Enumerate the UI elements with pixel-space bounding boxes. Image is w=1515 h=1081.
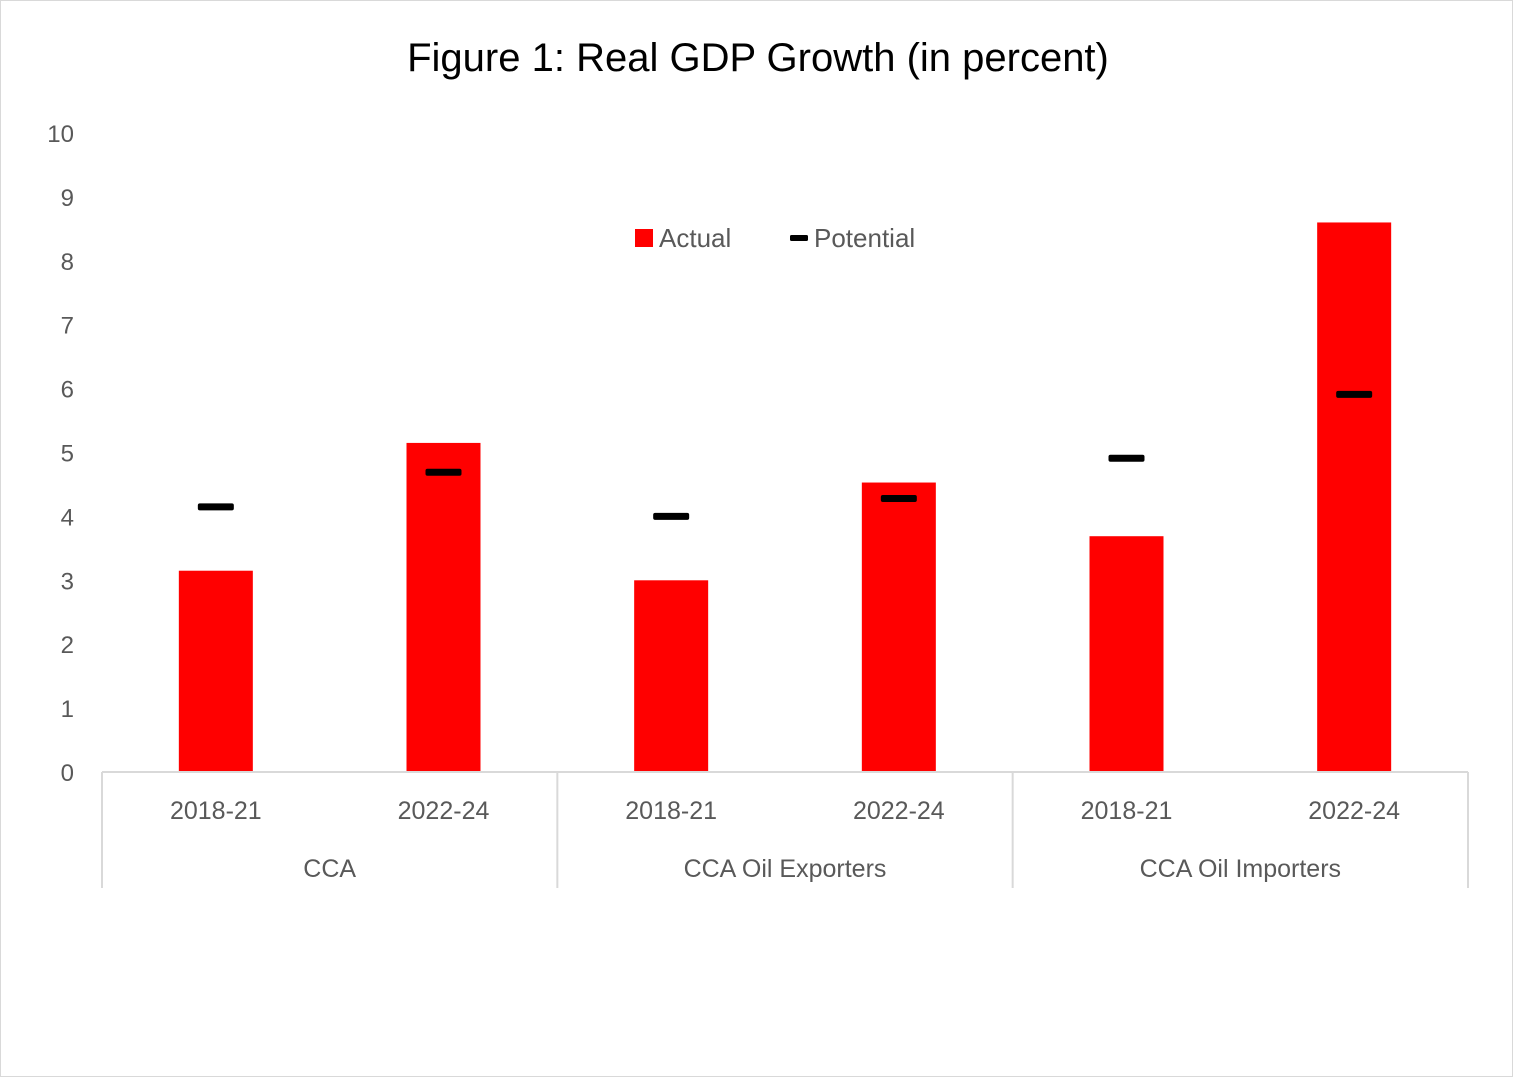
bar-actual <box>1089 536 1164 772</box>
bars-actual <box>178 222 1392 772</box>
legend-actual-swatch <box>635 229 653 247</box>
x-tick-label: 2018-21 <box>170 797 262 825</box>
y-tick-label: 5 <box>61 441 74 468</box>
x-tick-label: 2022-24 <box>1308 797 1400 825</box>
marker-potential <box>1108 454 1145 462</box>
legend-potential-swatch <box>790 235 808 241</box>
bar-actual <box>634 580 709 772</box>
y-tick-label: 7 <box>61 313 74 340</box>
y-tick-label: 6 <box>61 377 74 404</box>
y-tick-label: 3 <box>61 568 74 595</box>
group-label: CCA Oil Exporters <box>684 855 887 883</box>
y-tick-label: 9 <box>61 185 74 212</box>
bar-actual <box>406 442 481 772</box>
legend: Actual Potential <box>635 223 915 253</box>
bar-actual <box>861 482 936 772</box>
bar-actual <box>178 570 253 772</box>
marker-potential <box>197 503 234 511</box>
chart-title: Figure 1: Real GDP Growth (in percent) <box>407 36 1109 80</box>
x-axis: 2018-21 2022-24 2018-21 2022-24 2018-21 2022-… <box>101 771 1469 888</box>
y-tick-label: 4 <box>61 504 74 531</box>
marker-potential <box>1336 390 1373 398</box>
y-tick-label: 10 <box>47 121 74 148</box>
x-tick-label: 2022-24 <box>853 797 945 825</box>
group-label: CCA <box>303 855 356 883</box>
y-tick-label: 0 <box>61 760 74 787</box>
group-label: CCA Oil Importers <box>1140 855 1341 883</box>
legend-actual-label: Actual <box>659 223 731 253</box>
y-tick-label: 2 <box>61 632 74 659</box>
legend-potential-label: Potential <box>814 223 915 253</box>
marker-potential <box>653 512 690 520</box>
x-tick-label: 2018-21 <box>625 797 717 825</box>
y-axis: 0 1 2 3 4 5 6 7 8 9 10 <box>47 121 74 787</box>
marker-potential <box>880 495 917 503</box>
bar-actual <box>1317 222 1392 772</box>
markers-potential <box>197 390 1373 520</box>
y-tick-label: 8 <box>61 249 74 276</box>
x-tick-label: 2022-24 <box>398 797 490 825</box>
marker-potential <box>425 468 462 476</box>
y-tick-label: 1 <box>61 696 74 723</box>
x-tick-label: 2018-21 <box>1081 797 1173 825</box>
